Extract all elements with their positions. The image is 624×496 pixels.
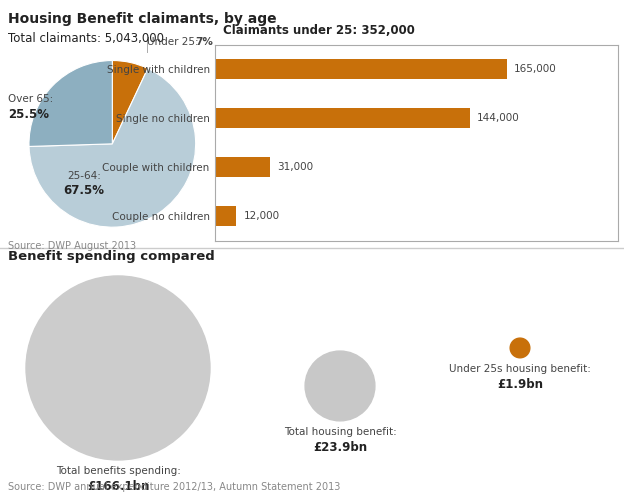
Bar (215, 59, 507, 79)
Text: Total benefits spending:: Total benefits spending: (56, 466, 180, 476)
Bar (215, 108, 470, 128)
Text: Total housing benefit:: Total housing benefit: (284, 427, 396, 437)
Bar (215, 157, 270, 178)
Text: 12,000: 12,000 (244, 211, 280, 221)
Text: £166.1bn: £166.1bn (87, 480, 149, 493)
Text: Source: DWP August 2013: Source: DWP August 2013 (8, 241, 136, 250)
Text: £23.9bn: £23.9bn (313, 441, 367, 454)
Text: Total claimants: 5,043,000: Total claimants: 5,043,000 (8, 32, 164, 45)
Text: Benefit spending compared: Benefit spending compared (8, 250, 215, 263)
Text: 165,000: 165,000 (514, 64, 557, 74)
Text: Claimants under 25: 352,000: Claimants under 25: 352,000 (223, 24, 415, 37)
Wedge shape (29, 61, 112, 146)
Circle shape (305, 351, 375, 421)
Wedge shape (112, 61, 148, 144)
Text: Over 65:: Over 65: (8, 94, 54, 104)
Text: Under 25s housing benefit:: Under 25s housing benefit: (449, 364, 591, 374)
Wedge shape (29, 68, 196, 227)
Text: Under 25:: Under 25: (147, 37, 202, 47)
Bar (215, 206, 236, 226)
Text: 25-64:: 25-64: (67, 171, 101, 181)
Circle shape (510, 338, 530, 358)
Text: Housing Benefit claimants, by age: Housing Benefit claimants, by age (8, 12, 276, 26)
Text: 25.5%: 25.5% (8, 108, 49, 121)
Text: £1.9bn: £1.9bn (497, 378, 543, 391)
Text: Source: DWP annual expenditure 2012/13, Autumn Statement 2013: Source: DWP annual expenditure 2012/13, … (8, 482, 340, 492)
Circle shape (26, 276, 210, 460)
Text: 67.5%: 67.5% (64, 185, 105, 197)
Text: 7%: 7% (195, 37, 213, 47)
Text: 144,000: 144,000 (477, 113, 520, 123)
Text: 31,000: 31,000 (277, 162, 313, 172)
